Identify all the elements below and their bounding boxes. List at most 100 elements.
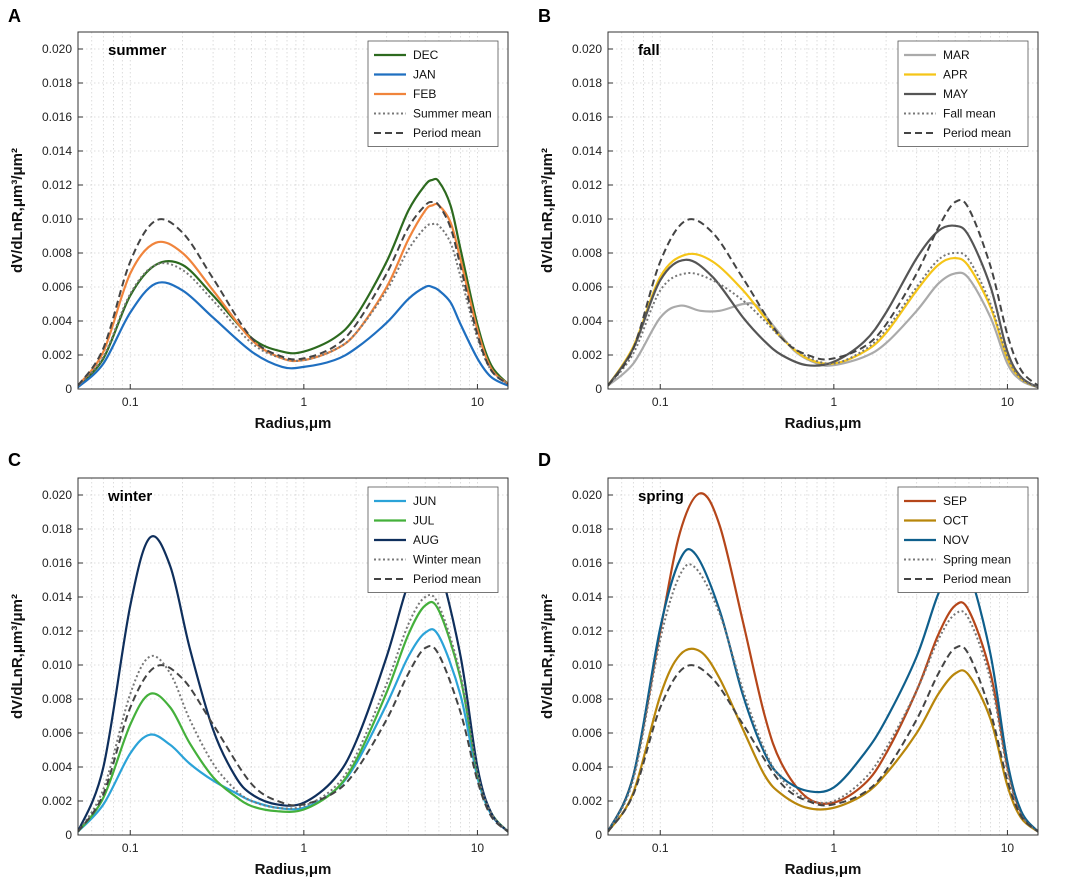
x-tick-label: 1: [301, 841, 308, 855]
y-tick-label: 0.010: [572, 212, 602, 226]
series-line-jun: [78, 628, 508, 833]
y-axis-label: dV/dLnR,μm³/μm²: [539, 148, 556, 273]
y-tick-label: 0.004: [572, 314, 602, 328]
y-tick-label: 0.016: [42, 110, 72, 124]
panel-b: 0 0.002 0.004 0.006 0.008 0.010 0.012 0.014 0.01…: [538, 6, 1039, 432]
series-line-period-mean: [608, 198, 1038, 387]
panel-letter: A: [8, 6, 21, 26]
x-tick-label: 10: [1001, 841, 1015, 855]
series-line-spring-mean: [608, 563, 1038, 833]
panel-letter: C: [8, 450, 21, 470]
y-tick-label: 0.008: [42, 246, 72, 260]
x-axis-label: Radius,μm: [785, 861, 862, 878]
y-tick-label: 0.010: [42, 212, 72, 226]
legend-entry: MAY: [943, 87, 968, 101]
y-tick-label: 0.006: [572, 280, 602, 294]
x-tick-label: 1: [831, 841, 838, 855]
series-line-nov: [608, 548, 1038, 833]
y-tick-label: 0.012: [42, 178, 72, 192]
series-line-may: [608, 224, 1038, 389]
series-line-period-mean: [78, 644, 508, 833]
series-line-jan: [78, 281, 508, 389]
legend: SEP OCT NOV Spring mean Period mean: [897, 486, 1029, 593]
y-axis-label: dV/dLnR,μm³/μm²: [9, 148, 26, 273]
x-axis-label: Radius,μm: [255, 861, 332, 878]
legend-entry: Period mean: [943, 572, 1011, 586]
y-axis-label: dV/dLnR,μm³/μm²: [539, 594, 556, 719]
panel-letter: D: [538, 450, 551, 470]
axes-frame: [77, 31, 509, 390]
series-line-period-mean: [608, 644, 1038, 833]
y-tick-label: 0.018: [572, 76, 602, 90]
y-tick-label: 0.002: [42, 348, 72, 362]
y-axis-label: dV/dLnR,μm³/μm²: [9, 594, 26, 719]
legend-entry: Winter mean: [413, 553, 481, 567]
legend-entry: DEC: [413, 48, 439, 62]
axes-frame: [607, 477, 1039, 836]
y-tick-label: 0.002: [572, 348, 602, 362]
x-tick-label: 10: [471, 395, 485, 409]
x-tick-label: 0.1: [122, 841, 139, 855]
y-tick-label: 0.018: [572, 522, 602, 536]
legend-entry: Summer mean: [413, 107, 492, 121]
panel-title: spring: [638, 488, 684, 505]
y-tick-label: 0.014: [42, 144, 72, 158]
y-tick-label: 0.018: [42, 522, 72, 536]
series-line-sep: [608, 492, 1038, 833]
panel-a: 0 0.002 0.004 0.006 0.008 0.010 0.012 0.014 0.01…: [8, 6, 509, 432]
legend-entry: FEB: [413, 87, 436, 101]
legend-entry: Fall mean: [943, 107, 996, 121]
y-tick-label: 0.020: [42, 488, 72, 502]
y-tick-label: 0: [595, 828, 602, 842]
y-tick-label: 0.006: [572, 726, 602, 740]
y-tick-label: 0.002: [572, 794, 602, 808]
panel-title: winter: [107, 488, 152, 505]
x-tick-label: 1: [301, 395, 308, 409]
y-tick-label: 0.012: [42, 624, 72, 638]
x-tick-label: 10: [1001, 395, 1015, 409]
y-tick-label: 0.016: [572, 556, 602, 570]
y-tick-label: 0.020: [572, 42, 602, 56]
series-line-period-mean: [78, 200, 508, 387]
legend-entry: OCT: [943, 514, 969, 528]
y-tick-label: 0.014: [572, 144, 602, 158]
y-tick-label: 0.016: [42, 556, 72, 570]
legend-entry: Spring mean: [943, 553, 1011, 567]
legend-entry: SEP: [943, 494, 967, 508]
panel-title: summer: [108, 42, 167, 59]
panel-c: 0 0.002 0.004 0.006 0.008 0.010 0.012 0.014 0.01…: [8, 450, 509, 878]
axes-frame: [77, 477, 509, 836]
y-tick-label: 0.014: [42, 590, 72, 604]
series-line-summer-mean: [78, 222, 508, 387]
x-axis-label: Radius,μm: [255, 415, 332, 432]
y-tick-label: 0: [65, 382, 72, 396]
legend-entry: Period mean: [413, 126, 481, 140]
legend-entry: APR: [943, 68, 968, 82]
y-tick-label: 0.018: [42, 76, 72, 90]
x-tick-label: 1: [831, 395, 838, 409]
axes-frame: [607, 31, 1039, 390]
series-line-apr: [608, 252, 1038, 389]
y-tick-label: 0.008: [572, 692, 602, 706]
x-tick-label: 0.1: [652, 841, 669, 855]
legend-entry: NOV: [943, 533, 969, 547]
y-tick-label: 0.012: [572, 178, 602, 192]
legend: DEC JAN FEB Summer mean Period mean: [367, 40, 499, 147]
series-line-fall-mean: [608, 251, 1038, 389]
legend-entry: JUN: [413, 494, 436, 508]
y-tick-label: 0.012: [572, 624, 602, 638]
y-tick-label: 0.008: [572, 246, 602, 260]
series-line-aug: [78, 535, 508, 833]
y-tick-label: 0: [65, 828, 72, 842]
series-line-jul: [78, 600, 508, 833]
panel-title: fall: [638, 42, 660, 59]
y-tick-label: 0.010: [42, 658, 72, 672]
legend-entry: JUL: [413, 514, 435, 528]
y-tick-label: 0.004: [42, 314, 72, 328]
legend-entry: MAR: [943, 48, 970, 62]
y-tick-label: 0: [595, 382, 602, 396]
y-tick-label: 0.006: [42, 280, 72, 294]
y-tick-label: 0.004: [42, 760, 72, 774]
legend-entry: JAN: [413, 68, 436, 82]
